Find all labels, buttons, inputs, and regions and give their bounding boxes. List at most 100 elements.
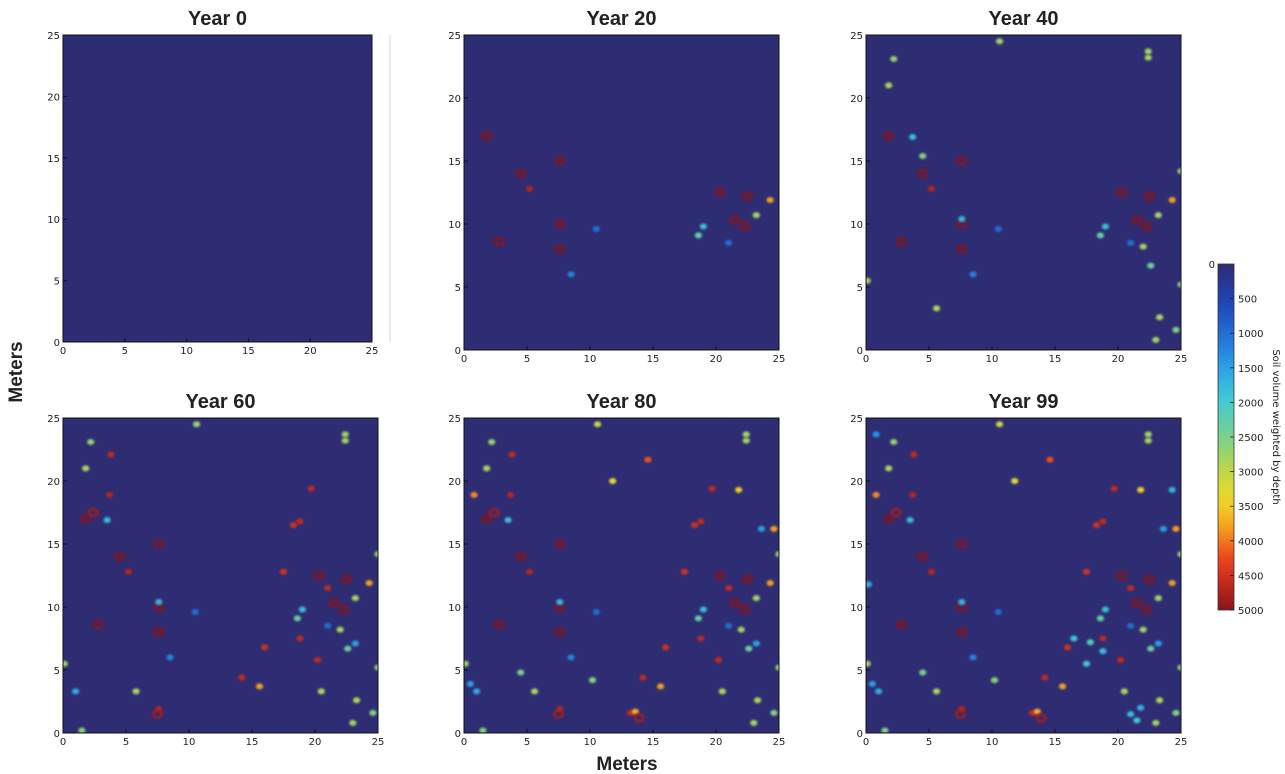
- hotspot: [909, 491, 917, 498]
- hotspot: [1139, 626, 1147, 633]
- hotspot: [742, 437, 750, 444]
- x-tick-label: 10: [986, 354, 999, 365]
- y-tick-label: 15: [47, 540, 60, 551]
- hotspot: [1082, 660, 1091, 667]
- y-tick-label: 15: [47, 154, 60, 165]
- hotspot: [338, 604, 350, 615]
- hotspot: [556, 598, 564, 605]
- x-tick-label: 15: [647, 354, 660, 365]
- hotspot: [956, 156, 968, 166]
- hotspot: [588, 677, 597, 684]
- hotspot: [1144, 431, 1152, 438]
- colorbar-tick-label: 2000: [1238, 398, 1263, 409]
- hotspot: [483, 465, 491, 472]
- hotspot: [1154, 212, 1162, 219]
- hotspot: [866, 277, 871, 284]
- x-tick-label: 0: [863, 354, 869, 365]
- hotspot: [238, 674, 246, 681]
- hotspot: [470, 491, 478, 498]
- x-tick-label: 25: [1175, 737, 1188, 748]
- hotspot: [296, 518, 304, 525]
- hotspot: [872, 491, 880, 498]
- hotspot: [1147, 645, 1155, 652]
- hotspot: [592, 226, 600, 233]
- x-tick-label: 10: [584, 354, 597, 365]
- plot-frame: [62, 417, 379, 734]
- heatmap-background: [866, 418, 1181, 733]
- hotspot: [742, 431, 750, 438]
- panel-6: Year 99 0 5 10 15 20 25 0 5 10 15 20 25: [850, 391, 1187, 748]
- x-tick-label: 5: [122, 346, 128, 357]
- y-tick-label: 25: [850, 31, 863, 42]
- x-tick-label: 20: [1112, 354, 1125, 365]
- hotspot: [517, 669, 525, 676]
- hotspot: [1058, 683, 1067, 690]
- panel-title: Year 80: [586, 391, 656, 413]
- hotspot: [1133, 717, 1141, 724]
- hotspot: [293, 615, 301, 622]
- y-tick-label: 25: [448, 414, 461, 425]
- hotspot: [1116, 570, 1128, 581]
- hotspot: [1120, 688, 1128, 695]
- hotspot: [1154, 595, 1162, 602]
- hotspot: [1116, 187, 1128, 198]
- hotspot: [1099, 648, 1107, 655]
- y-tick-label: 0: [455, 729, 461, 740]
- y-tick-label: 15: [448, 157, 461, 168]
- hotspot: [1137, 704, 1145, 711]
- hotspot: [1147, 262, 1155, 269]
- hotspot: [1168, 197, 1176, 204]
- hotspot: [152, 709, 163, 719]
- y-tick-label: 15: [448, 540, 461, 551]
- hotspot: [344, 645, 352, 652]
- hotspot: [956, 627, 968, 638]
- x-tick-label: 25: [1175, 354, 1188, 365]
- hotspot: [697, 635, 705, 642]
- hotspot: [890, 507, 902, 518]
- hotspot: [718, 688, 726, 695]
- hotspot: [639, 674, 647, 681]
- hotspot: [515, 551, 527, 562]
- plot-frame: [463, 417, 780, 734]
- hotspot: [473, 688, 481, 695]
- hotspot: [725, 239, 733, 246]
- hotspot: [775, 551, 779, 558]
- hotspot: [1110, 485, 1118, 492]
- hotspot: [1172, 525, 1180, 532]
- panel-2: Year 20 0 5 10 15 20 25 0 5 10 15 20 25: [448, 8, 785, 365]
- y-tick-label: 20: [850, 94, 863, 105]
- hotspot: [1172, 709, 1180, 716]
- colorbar-tick-label: 4500: [1238, 571, 1263, 582]
- hotspot: [1099, 518, 1107, 525]
- hotspot: [1082, 568, 1091, 575]
- hotspot: [87, 438, 95, 445]
- hotspot: [883, 130, 895, 141]
- hotspot: [336, 626, 344, 633]
- x-tick-label: 0: [60, 346, 66, 357]
- hotspot: [631, 708, 639, 715]
- hotspot: [656, 683, 665, 690]
- hotspot: [313, 570, 325, 581]
- hotspot: [261, 644, 269, 651]
- hotspot: [1155, 697, 1164, 704]
- panel-4: Year 60 0 5 10 15 20 25 0 5 10 15 20 25: [47, 391, 384, 748]
- hotspot: [958, 215, 966, 222]
- hotspot: [124, 568, 133, 575]
- hotspot: [1152, 336, 1160, 343]
- hotspot: [374, 551, 378, 558]
- x-tick-label: 10: [183, 737, 196, 748]
- hotspot: [1144, 437, 1152, 444]
- hotspot: [192, 421, 201, 428]
- y-tick-label: 25: [47, 31, 60, 42]
- hotspot: [479, 727, 487, 733]
- y-tick-label: 0: [857, 346, 863, 357]
- hotspot: [1101, 606, 1109, 613]
- hotspot: [553, 709, 564, 719]
- hotspot: [708, 485, 716, 492]
- hotspot: [1127, 239, 1135, 246]
- heatmap-cells: [866, 421, 1181, 733]
- hotspot: [153, 539, 165, 549]
- y-tick-label: 20: [448, 94, 461, 105]
- hotspot: [1033, 708, 1041, 715]
- x-tick-label: 20: [309, 737, 322, 748]
